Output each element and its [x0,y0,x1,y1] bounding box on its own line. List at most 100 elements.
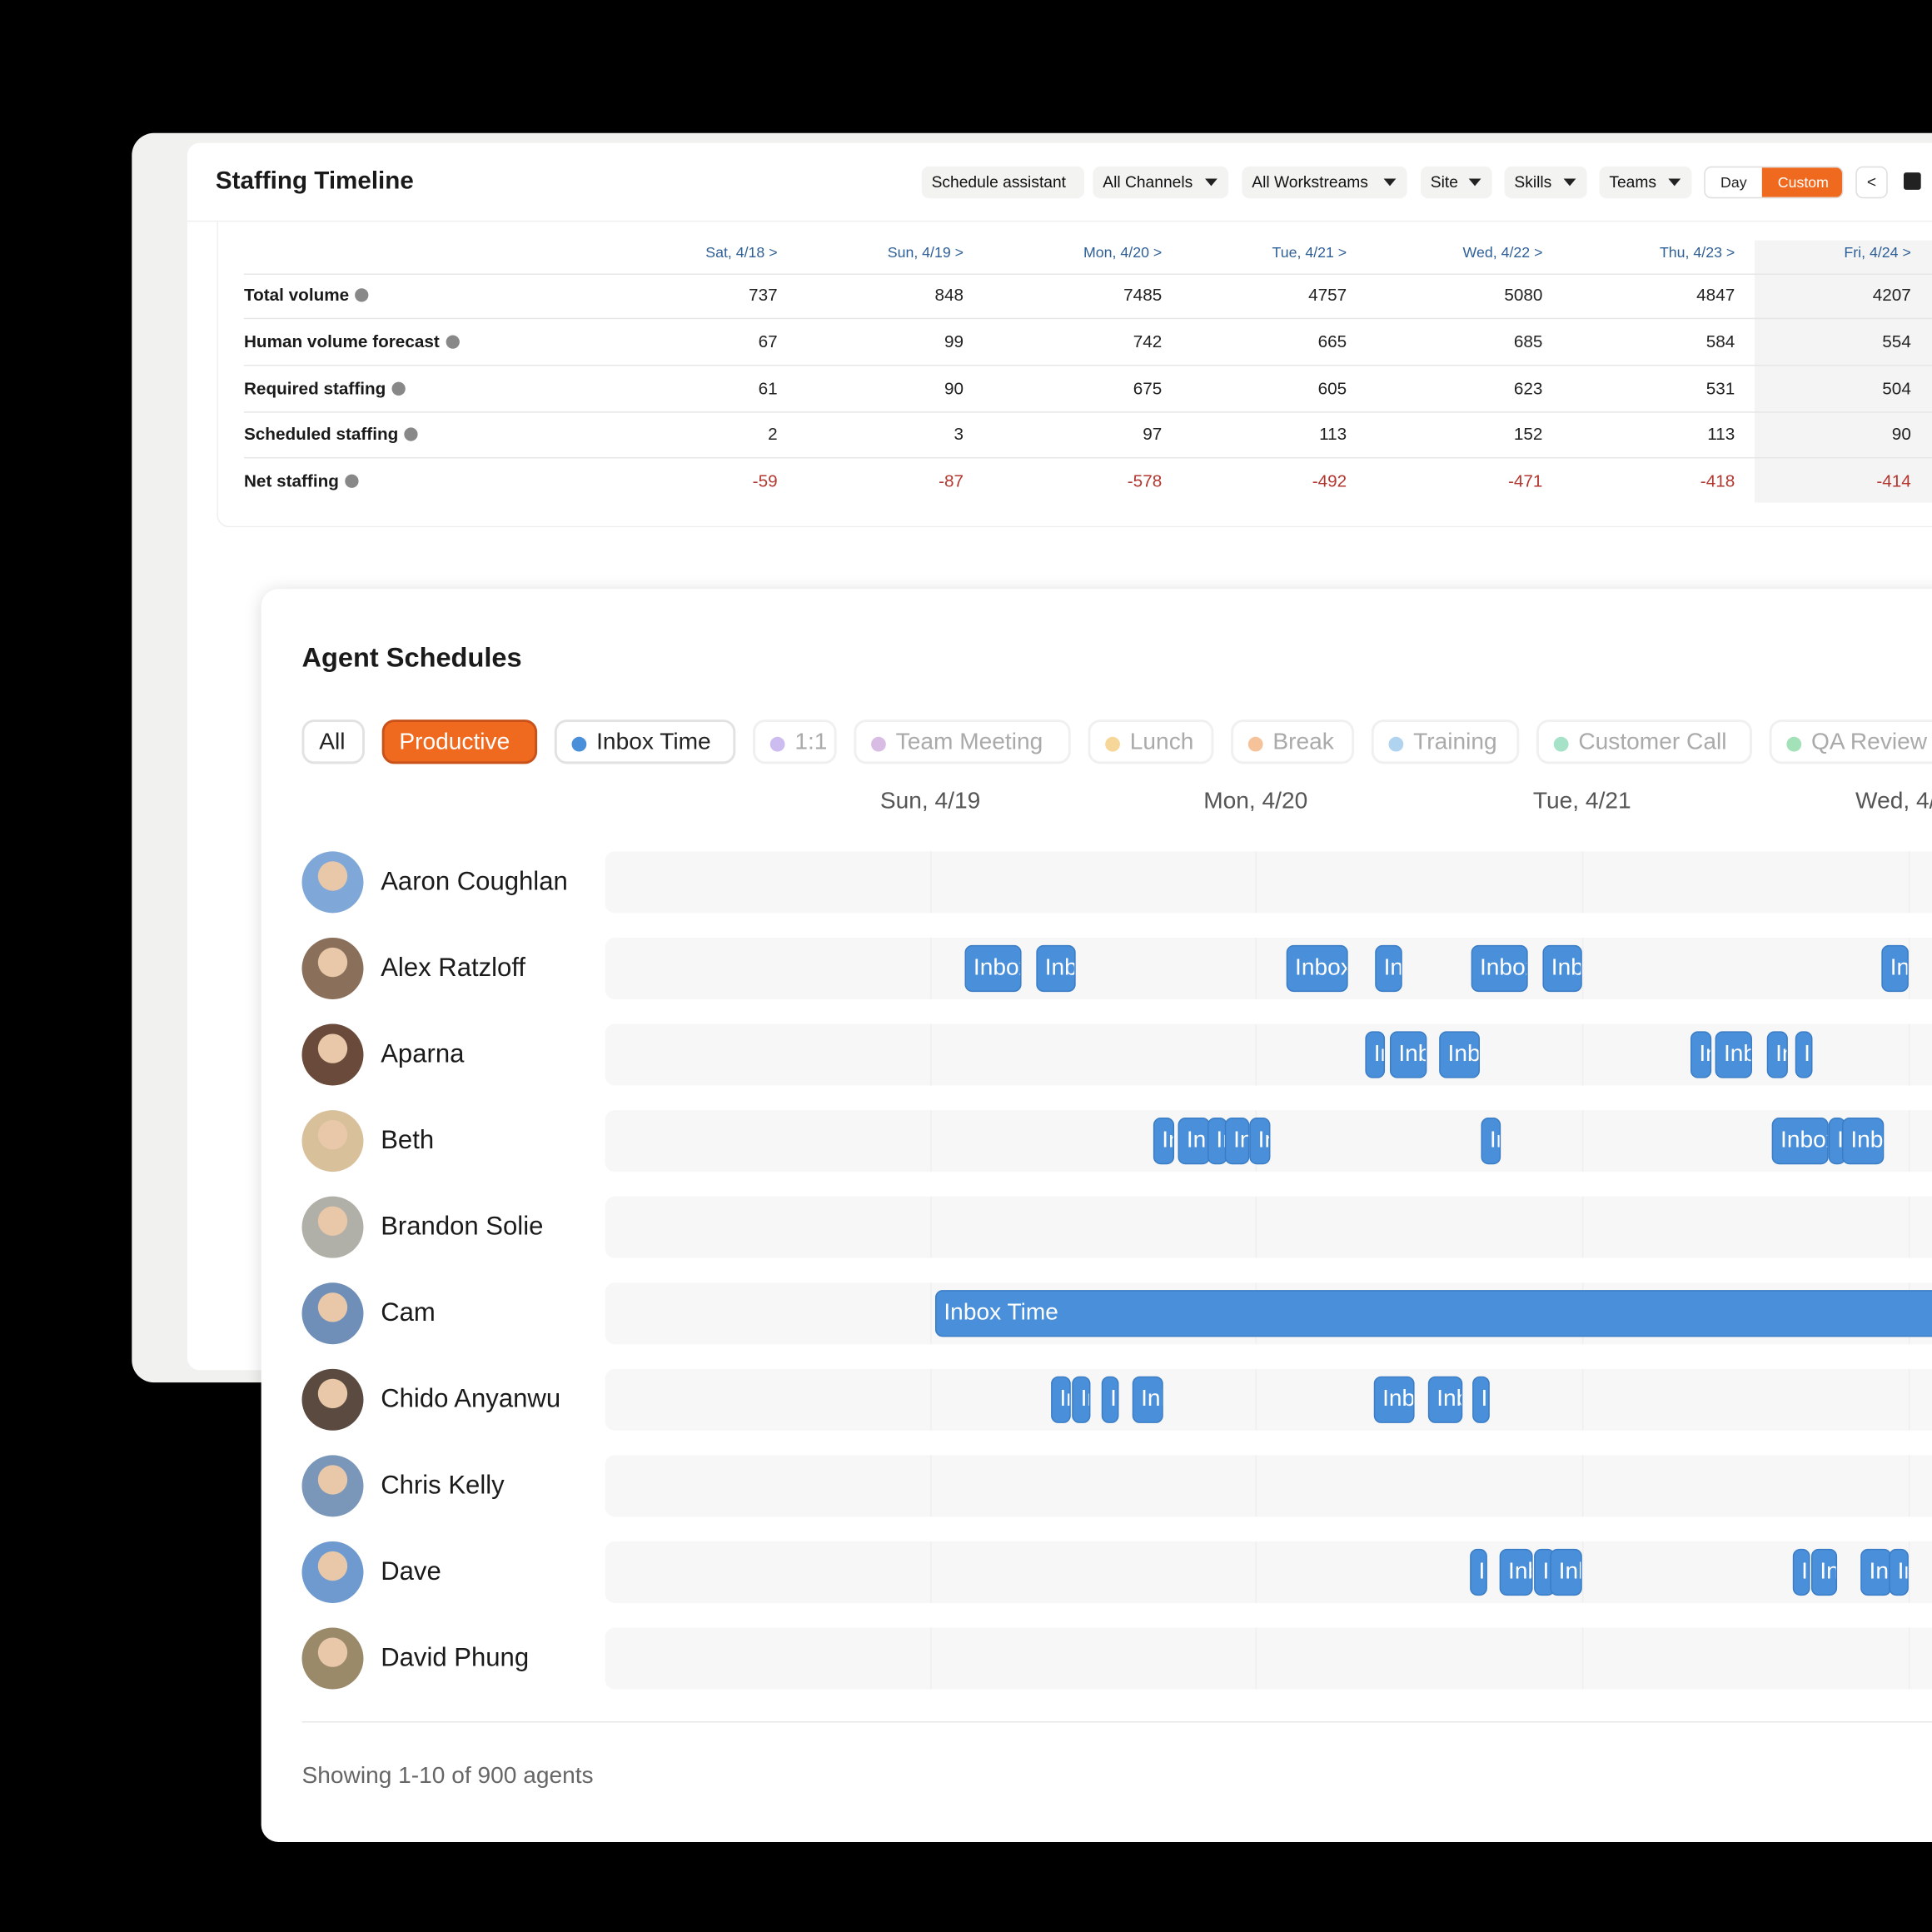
calendar-icon[interactable] [1903,172,1921,190]
filter-chip[interactable]: 1:1 [753,720,837,764]
day-divider [930,1023,932,1086]
day-divider [1255,1455,1257,1517]
schedule-block[interactable]: Inbox Time [1051,1376,1071,1423]
filter-chip[interactable]: Break [1231,720,1355,764]
schedule-block[interactable]: Inbox Time [1715,1031,1752,1078]
schedule-block[interactable]: Inbox Time [1860,1548,1892,1596]
schedule-block[interactable]: Inbox Time [964,944,1022,993]
cell-value: -87 [939,471,964,490]
column-header[interactable]: Wed, 4/22 > [1462,243,1543,261]
day-divider [1581,1541,1584,1603]
schedule-block[interactable]: Inbox Time [1771,1117,1829,1165]
avatar [301,1196,364,1258]
schedule-block[interactable]: Inbox Time [1286,944,1348,993]
schedule-block[interactable]: Inbox Time [1811,1548,1838,1596]
filter-chip[interactable]: Team Meeting [854,720,1071,764]
toolbar-label: Schedule assistant [931,172,1067,192]
agent-name[interactable]: Beth [381,1126,435,1155]
day-divider [1581,1627,1584,1690]
filter-chip[interactable]: All [301,720,365,764]
info-icon[interactable] [345,474,359,488]
toolbar-button[interactable]: Schedule assistant [921,166,1085,199]
view-toggle: Day Custom [1704,166,1844,199]
schedule-block[interactable]: Inbox Time [1471,944,1528,993]
schedule-block[interactable]: Inbox Time [1427,1376,1463,1423]
toggle-custom[interactable]: Custom [1761,167,1842,197]
toolbar-button[interactable]: All Channels [1093,166,1229,199]
cell-value: 742 [1133,331,1163,351]
agent-name[interactable]: Dave [381,1557,441,1586]
schedule-track [605,1627,1932,1690]
schedule-block[interactable]: Inbox Time [1132,1376,1163,1423]
schedule-block[interactable]: Inbox Time [1795,1031,1813,1078]
agent-name[interactable]: Chris Kelly [381,1471,505,1500]
schedule-block[interactable]: Inbox Time [1373,1376,1415,1423]
schedule-block[interactable]: Inbox Time [1153,1117,1175,1165]
schedule-block[interactable]: Inbox Time [1550,1548,1582,1596]
column-header[interactable]: Tue, 4/21 > [1272,243,1347,261]
cell-value: 113 [1707,423,1735,444]
info-icon[interactable] [355,288,369,302]
schedule-block[interactable]: Inbox Time [1841,1117,1885,1165]
agent-name[interactable]: Aaron Coughlan [381,867,568,896]
schedule-block[interactable]: Inbox Time [1499,1548,1533,1596]
day-divider [1255,1196,1257,1258]
schedule-block[interactable]: Inbox Time [1481,1117,1501,1165]
toggle-day[interactable]: Day [1720,173,1747,192]
filter-label: Inbox Time [596,729,711,755]
schedule-block[interactable]: Inbox Time [1389,1031,1427,1078]
filter-chip[interactable]: Training [1371,720,1520,764]
schedule-block[interactable]: Inbox Time [1439,1031,1480,1078]
filter-chip[interactable]: QA Review [1769,720,1932,764]
toolbar-button[interactable]: Teams [1599,166,1692,199]
schedule-block[interactable]: Inbox Time [1072,1376,1091,1423]
prev-button[interactable]: < [1855,166,1888,199]
agent-name[interactable]: Aparna [381,1039,465,1068]
day-divider [1581,1368,1584,1431]
info-icon[interactable] [391,381,406,396]
column-header[interactable]: Sat, 4/18 > [705,243,778,261]
agent-name[interactable]: Chido Anyanwu [381,1385,561,1414]
schedule-block[interactable]: Inbox Time [1036,944,1076,993]
column-header[interactable]: Fri, 4/24 > [1844,243,1911,261]
schedule-block[interactable]: Inbox Time [1224,1117,1250,1165]
filter-chip[interactable]: Productive [381,720,538,764]
row-rule [243,411,1932,413]
agent-name[interactable]: Brandon Solie [381,1212,544,1241]
agent-name[interactable]: Alex Ratzloff [381,954,526,983]
schedule-block[interactable]: Inbox Time [1249,1117,1271,1165]
column-header[interactable]: Mon, 4/20 > [1083,243,1163,261]
schedule-block[interactable]: Inbox Time [1470,1548,1487,1596]
schedule-block[interactable]: Inbox Time [1766,1031,1788,1078]
schedule-block[interactable]: Inbox Time [1178,1117,1210,1165]
schedule-block[interactable]: Inbox Time [1881,944,1909,993]
schedule-block[interactable]: Inbox Time [1792,1548,1810,1596]
schedule-block[interactable]: Inbox Time [1101,1376,1119,1423]
schedule-block[interactable]: Inbox Time [1690,1031,1712,1078]
filter-label: Training [1413,729,1497,755]
filter-chip[interactable]: Inbox Time [554,720,736,764]
schedule-block[interactable]: Inbox Time [1472,1376,1490,1423]
toolbar-button[interactable]: All Workstreams [1242,166,1407,199]
filter-chip[interactable]: Customer Call [1536,720,1752,764]
filter-chip[interactable]: Lunch [1088,720,1214,764]
column-header[interactable]: Thu, 4/23 > [1659,243,1735,261]
agent-name[interactable]: Cam [381,1298,436,1327]
agent-name[interactable]: David Phung [381,1643,530,1672]
cell-value: -578 [1127,471,1163,490]
day-divider [1908,1627,1910,1690]
info-icon[interactable] [446,335,460,349]
column-header[interactable]: Sun, 4/19 > [887,243,964,261]
cell-value: 113 [1319,423,1347,444]
dropdown-caret [1205,178,1217,187]
toolbar-button[interactable]: Skills [1504,166,1587,199]
cell-value: 531 [1705,378,1735,398]
schedule-block[interactable]: Inbox Time [1542,944,1582,993]
schedule-block[interactable]: Inbox Time [1889,1548,1909,1596]
info-icon[interactable] [404,427,418,441]
schedule-block[interactable]: Inbox Time [1375,944,1402,993]
toolbar-button[interactable]: Site [1420,166,1492,199]
schedule-block[interactable]: Inbox Time [1365,1031,1386,1078]
schedule-block[interactable]: Inbox Time [935,1290,1932,1337]
cell-value: 61 [758,378,778,398]
